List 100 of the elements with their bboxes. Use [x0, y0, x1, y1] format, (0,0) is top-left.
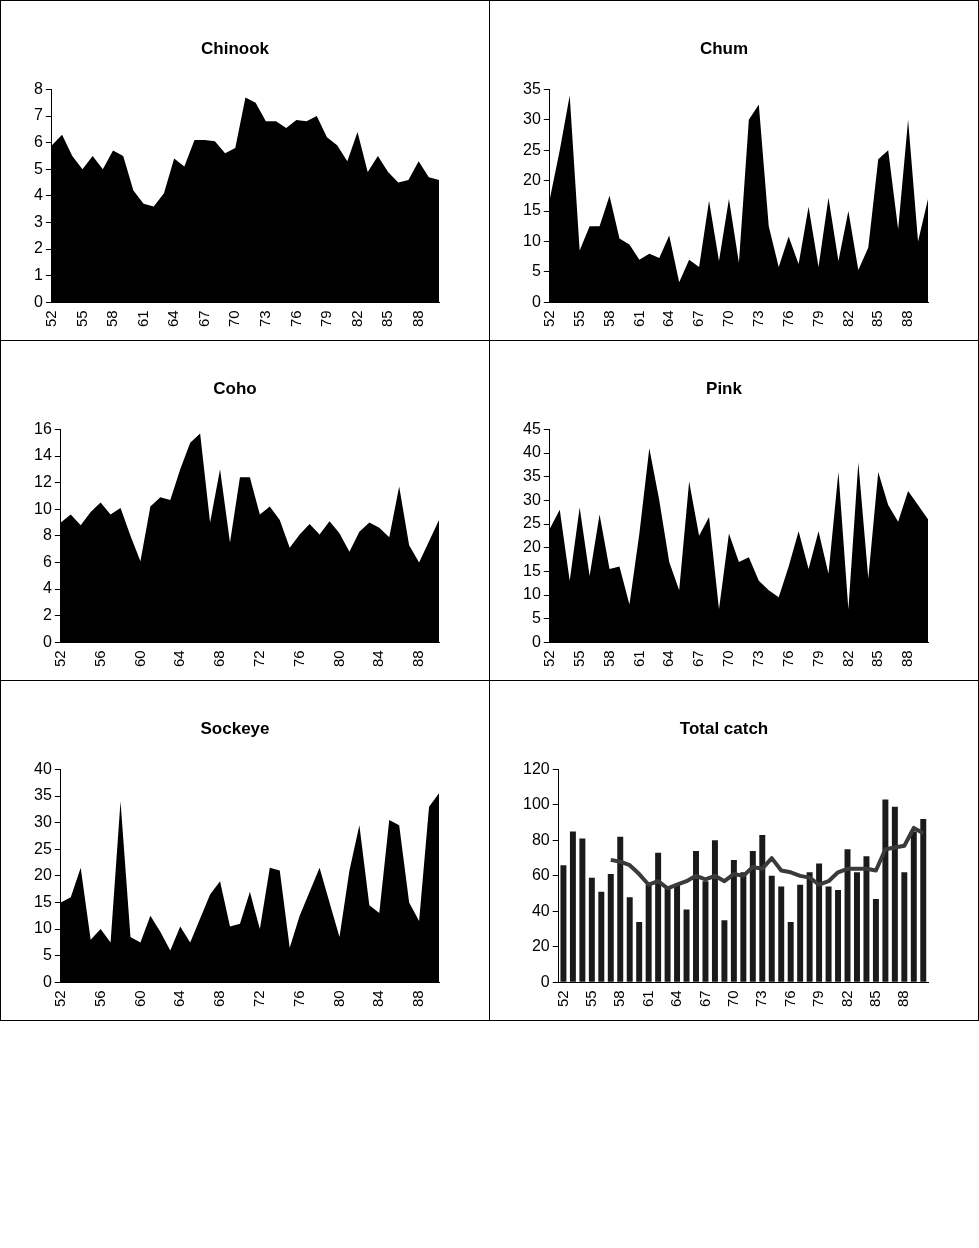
- x-tick-label: 80: [329, 650, 347, 667]
- x-tick-label: 88: [409, 990, 427, 1007]
- y-tick-label: 15: [34, 892, 52, 910]
- x-tick-label: 85: [868, 310, 886, 327]
- x-tick-label: 88: [898, 650, 916, 667]
- x-tick-label: 52: [50, 650, 68, 667]
- x-tick-label: 56: [90, 650, 108, 667]
- x-tick-label: 88: [898, 310, 916, 327]
- x-tick-label: 76: [778, 650, 796, 667]
- x-tick-label: 68: [210, 650, 228, 667]
- chart-title: Pink: [706, 378, 743, 398]
- y-tick-label: 30: [523, 490, 541, 508]
- chart-title: Sockeye: [200, 718, 270, 738]
- x-tick-label: 85: [868, 650, 886, 667]
- y-tick-label: 20: [34, 866, 52, 884]
- x-tick-label: 58: [103, 310, 121, 327]
- y-tick-label: 8: [33, 79, 43, 97]
- chart-title: Coho: [213, 378, 257, 398]
- x-tick-label: 76: [289, 650, 307, 667]
- y-tick-label: 6: [33, 133, 43, 151]
- y-tick-label: 0: [42, 632, 52, 650]
- y-tick-label: 10: [34, 499, 52, 517]
- x-tick-label: 64: [659, 650, 677, 667]
- y-tick-label: 45: [523, 419, 541, 437]
- x-tick-label: 76: [286, 310, 304, 327]
- y-tick-label: 2: [33, 239, 43, 257]
- x-tick-label: 52: [553, 990, 571, 1007]
- y-tick-label: 8: [42, 526, 52, 544]
- y-tick-label: 10: [523, 231, 541, 249]
- x-tick-label: 58: [610, 990, 628, 1007]
- y-tick-label: 40: [523, 443, 541, 461]
- x-tick-label: 58: [599, 650, 617, 667]
- x-tick-label: 88: [408, 310, 426, 327]
- x-tick-label: 60: [130, 990, 148, 1007]
- x-tick-label: 79: [808, 650, 826, 667]
- chart-title: Total catch: [679, 718, 769, 738]
- y-tick-label: 30: [523, 110, 541, 128]
- y-tick-label: 0: [531, 292, 541, 310]
- y-tick-label: 5: [42, 946, 52, 964]
- x-tick-label: 79: [808, 310, 826, 327]
- chart-title: Chum: [699, 38, 749, 58]
- y-tick-label: 15: [523, 201, 541, 219]
- y-tick-label: 25: [523, 140, 541, 158]
- y-tick-label: 14: [34, 446, 52, 464]
- y-tick-label: 0: [531, 632, 541, 650]
- y-tick-label: 35: [34, 786, 52, 804]
- y-tick-label: 30: [34, 813, 52, 831]
- y-tick-label: 0: [540, 972, 550, 990]
- x-tick-label: 72: [249, 990, 267, 1007]
- x-tick-label: 61: [638, 990, 656, 1007]
- x-tick-label: 61: [629, 310, 647, 327]
- x-tick-label: 68: [210, 990, 228, 1007]
- x-tick-label: 55: [72, 310, 90, 327]
- x-tick-label: 61: [629, 650, 647, 667]
- y-tick-label: 20: [523, 171, 541, 189]
- y-tick-label: 5: [33, 159, 43, 177]
- y-tick-label: 2: [42, 606, 52, 624]
- x-tick-label: 70: [724, 990, 742, 1007]
- x-tick-label: 67: [689, 650, 707, 667]
- y-tick-label: 4: [33, 186, 43, 204]
- x-tick-label: 76: [289, 990, 307, 1007]
- y-tick-label: 15: [523, 561, 541, 579]
- x-tick-label: 58: [599, 310, 617, 327]
- x-tick-label: 55: [581, 990, 599, 1007]
- x-tick-label: 52: [50, 990, 68, 1007]
- x-tick-label: 52: [42, 310, 60, 327]
- y-tick-label: 60: [531, 866, 550, 884]
- y-tick-label: 35: [523, 79, 541, 97]
- y-tick-label: 1: [33, 266, 43, 284]
- y-tick-label: 80: [531, 830, 550, 848]
- x-tick-label: 67: [194, 310, 212, 327]
- y-tick-label: 100: [522, 795, 550, 813]
- x-tick-label: 73: [255, 310, 273, 327]
- x-tick-label: 64: [170, 650, 188, 667]
- x-tick-label: 88: [409, 650, 427, 667]
- y-tick-label: 12: [34, 473, 52, 491]
- y-tick-label: 7: [33, 106, 43, 124]
- x-tick-label: 52: [539, 650, 557, 667]
- x-tick-label: 55: [569, 650, 587, 667]
- x-tick-label: 70: [719, 650, 737, 667]
- x-tick-label: 76: [780, 990, 798, 1007]
- y-tick-label: 120: [522, 759, 550, 777]
- x-tick-label: 55: [569, 310, 587, 327]
- x-tick-label: 84: [369, 650, 387, 667]
- x-tick-label: 85: [378, 310, 396, 327]
- y-tick-label: 10: [34, 919, 52, 937]
- x-tick-label: 67: [695, 990, 713, 1007]
- x-tick-label: 82: [837, 990, 855, 1007]
- x-tick-label: 80: [329, 990, 347, 1007]
- chart-title: Chinook: [201, 38, 270, 58]
- y-tick-label: 4: [42, 579, 52, 597]
- y-tick-label: 16: [34, 419, 52, 437]
- y-tick-label: 6: [42, 552, 52, 570]
- y-tick-label: 35: [523, 467, 541, 485]
- y-tick-label: 25: [523, 514, 541, 532]
- x-tick-label: 82: [347, 310, 365, 327]
- x-tick-label: 73: [748, 650, 766, 667]
- x-tick-label: 79: [317, 310, 335, 327]
- x-tick-label: 67: [689, 310, 707, 327]
- x-tick-label: 82: [838, 650, 856, 667]
